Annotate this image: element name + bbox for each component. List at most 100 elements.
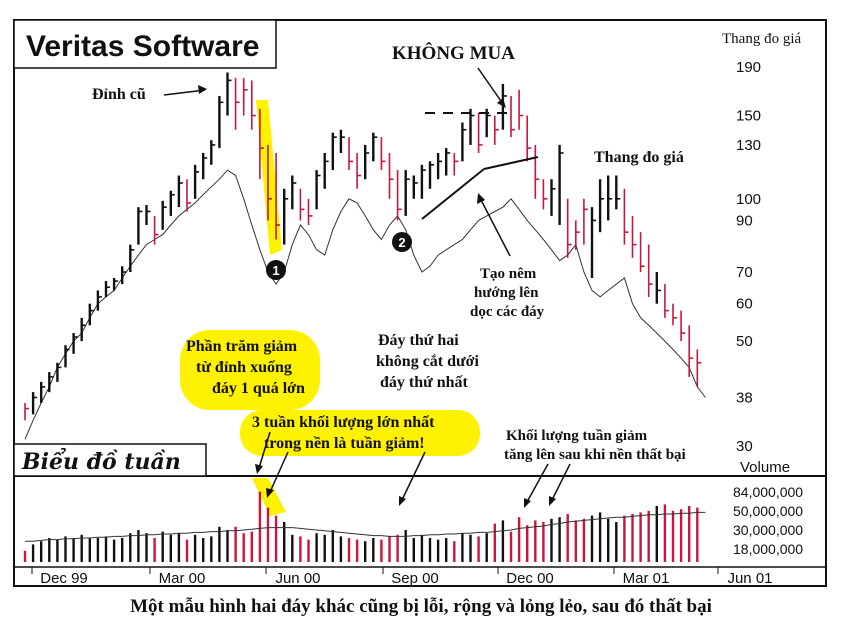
volume-label: Volume (740, 459, 790, 476)
price-bar (469, 108, 475, 145)
annotation-no-buy: KHÔNG MUA (392, 42, 515, 64)
marker-1-label: 1 (272, 263, 279, 278)
annotations: Đỉnh cũ KHÔNG MUA Thang đo giá Tạo nêm h… (92, 42, 686, 508)
price-bar (48, 372, 54, 393)
price-bar (510, 95, 515, 138)
price-bar (153, 215, 159, 245)
chart-subtitle: Biểu đồ tuần (21, 447, 181, 475)
price-bar (372, 132, 378, 162)
price-bar (40, 381, 46, 403)
price-bar (307, 198, 313, 226)
volume-axis: 84,000,000 50,000,000 30,000,000 18,000,000 (733, 484, 803, 557)
price-bars (24, 72, 702, 421)
weekly-stock-chart: Veritas Software Biểu đồ tuần Thang đo g… (13, 19, 827, 587)
price-bar (129, 244, 135, 273)
price-bar (501, 83, 507, 130)
price-bar (24, 402, 29, 421)
volume-moving-average (25, 511, 706, 542)
price-tick-label: 150 (736, 108, 761, 125)
price-bar (664, 284, 669, 318)
price-tick-label: 50 (736, 333, 753, 350)
annotation-second-bottom-2: không cắt dưới (376, 353, 479, 370)
annotation-volume-rise-1: Khối lượng tuần giảm (506, 428, 648, 444)
price-bar (590, 207, 596, 278)
price-bar (339, 129, 345, 153)
volume-bars (23, 491, 699, 562)
title-box: Veritas Software (13, 19, 277, 69)
time-tick-label: Dec 99 (40, 570, 88, 587)
price-bar (428, 161, 434, 189)
price-bar (120, 266, 127, 285)
annotation-price-scale: Thang đo giá (594, 149, 684, 166)
price-bar (412, 175, 418, 199)
annotation-decline-1: Phần trăm giảm (186, 338, 298, 355)
price-bar (526, 115, 532, 162)
price-bar (218, 95, 224, 149)
time-tick-label: Mar 00 (159, 570, 206, 587)
price-bar (388, 152, 394, 199)
annotation-decline-3: đáy 1 quá lớn (212, 380, 305, 397)
price-bar (193, 164, 200, 199)
price-bar (607, 175, 613, 221)
volume-tick-label: 18,000,000 (733, 541, 803, 557)
price-bar (688, 325, 694, 377)
price-tick-label: 190 (736, 59, 761, 76)
price-tick-label: 130 (736, 137, 761, 154)
price-tick-label: 70 (736, 264, 753, 281)
price-bar (259, 108, 264, 180)
time-tick-label: Sep 00 (391, 570, 439, 587)
price-bar (315, 170, 321, 210)
subtitle-box: Biểu đồ tuần (13, 443, 207, 477)
price-bar (112, 277, 119, 291)
price-scale-label: Thang đo giá (722, 31, 801, 47)
price-bar (542, 179, 548, 210)
price-tick-label: 100 (736, 191, 761, 208)
price-bar (420, 164, 426, 199)
highlights (180, 100, 480, 516)
price-bar (623, 188, 629, 245)
price-bar (104, 281, 110, 297)
price-bar (445, 148, 451, 176)
price-bar (631, 215, 637, 258)
annotation-decline-2: từ đỉnh xuống (196, 359, 292, 376)
price-bar (234, 78, 240, 130)
price-bar (436, 152, 443, 180)
chart-frame (13, 19, 827, 587)
annotation-volume-rise-2: tăng lên sau khi nền thất bại (504, 447, 686, 463)
annotation-second-bottom-1: Đáy thứ hai (378, 332, 459, 349)
price-bar (72, 333, 78, 354)
price-bar (380, 137, 386, 171)
price-bar (534, 144, 540, 199)
price-bar (169, 190, 175, 216)
price-bar (615, 175, 621, 210)
price-bar (461, 122, 467, 162)
marker-2-label: 2 (398, 235, 405, 250)
price-bar (161, 200, 167, 230)
price-bar (348, 137, 353, 171)
annotation-second-bottom-3: đáy thứ nhất (380, 374, 469, 391)
price-bar (177, 175, 183, 208)
price-bar (64, 345, 70, 368)
price-bar (558, 144, 564, 226)
price-bar (96, 290, 102, 311)
volume-tick-label: 30,000,000 (733, 522, 803, 538)
price-bar (518, 89, 524, 130)
price-bar (404, 170, 410, 216)
price-bar (696, 349, 702, 387)
price-bar (275, 152, 281, 240)
price-bar (364, 144, 370, 180)
marker-2 (392, 232, 412, 252)
annotation-wedge-3: dọc các đáy (470, 304, 545, 320)
price-tick-label: 60 (736, 296, 753, 313)
price-bar (550, 179, 556, 216)
volume-tick-label: 84,000,000 (733, 484, 803, 500)
price-bar (56, 362, 62, 382)
price-tick-label: 90 (736, 212, 753, 229)
price-bar (477, 112, 483, 153)
figure-caption: Một mẫu hình hai đáy khác cũng bị lỗi, r… (130, 596, 712, 617)
price-bar (80, 317, 86, 342)
price-bar (88, 303, 94, 326)
price-bar (283, 188, 289, 245)
annotation-wedge-1: Tạo nêm (480, 266, 537, 282)
volume-tick-label: 50,000,000 (733, 503, 803, 519)
